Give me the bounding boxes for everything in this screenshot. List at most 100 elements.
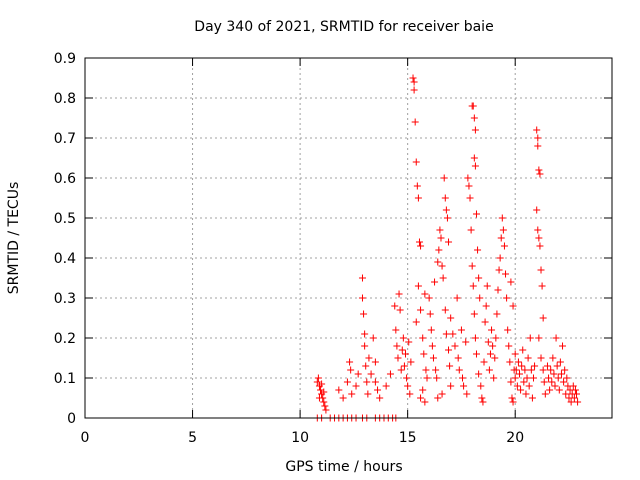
data-point [433,374,441,382]
data-point [343,378,351,386]
data-point [547,366,555,374]
grid-lines [85,58,612,418]
data-point [417,394,425,402]
data-point [314,374,322,382]
data-point [489,342,497,350]
data-point [460,382,468,390]
data-point [354,370,362,378]
data-point [363,378,371,386]
data-point [548,378,556,386]
data-point [321,402,329,410]
data-point [551,382,559,390]
data-point [322,406,330,414]
data-point [393,342,401,350]
data-point [504,326,512,334]
data-point [538,282,546,290]
data-point [404,382,412,390]
data-point [313,378,321,386]
data-point [521,366,529,374]
data-point [361,342,369,350]
data-point [426,310,434,318]
data-point [464,174,472,182]
data-point [360,310,368,318]
data-point [438,390,446,398]
data-point [365,354,373,362]
data-point [435,246,443,254]
data-point [527,366,535,374]
data-point [519,346,527,354]
data-point [476,294,484,302]
axis-ticks: 0 0.1 0.2 0.3 0.4 0.5 0.6 0.7 0.8 0.9 0 5 10 15 20 [54,51,612,446]
data-point [486,350,494,358]
data-point [398,346,406,354]
data-point [320,388,328,396]
data-point [419,386,427,394]
data-point [534,134,542,142]
data-point [364,390,372,398]
data-point [540,378,548,386]
data-point [539,314,547,322]
plot-frame [84,57,613,419]
data-point [400,362,408,370]
y-tick-label: 0.9 [54,51,76,67]
data-point [407,358,415,366]
data-point [552,334,560,342]
data-point [417,306,425,314]
data-point [474,246,482,254]
data-point [443,214,451,222]
data-point [399,334,407,342]
data-point [318,380,326,388]
data-point [553,362,561,370]
data-point [320,398,328,406]
data-point [394,354,402,362]
data-point [446,362,454,370]
data-point [471,126,479,134]
data-point [405,338,413,346]
x-tick-label: 0 [81,430,90,446]
data-point [339,394,347,402]
data-point [523,374,531,382]
data-point [431,278,439,286]
data-point [570,394,578,402]
data-point [541,390,549,398]
data-point [554,374,562,382]
data-point [497,234,505,242]
data-point [371,378,379,386]
data-point [509,302,517,310]
data-points [313,74,582,422]
data-point [406,390,414,398]
data-point [432,366,440,374]
data-point [529,374,537,382]
y-tick-label: 0.2 [54,331,76,347]
y-tick-label: 0.6 [54,171,76,187]
x-tick-label: 15 [399,430,417,446]
data-point [546,386,554,394]
data-point [442,330,450,338]
data-point [498,214,506,222]
data-point [472,210,480,218]
data-point [397,366,405,374]
data-point [445,346,453,354]
data-point [447,314,455,322]
data-point [534,142,542,150]
data-point [518,362,526,370]
data-point [520,378,528,386]
data-point [415,238,423,246]
x-tick-label: 20 [506,430,524,446]
y-tick-label: 0.3 [54,291,76,307]
data-point [438,262,446,270]
data-point [533,126,541,134]
data-point [505,342,513,350]
data-point [535,166,543,174]
data-point [451,342,459,350]
data-point [392,326,400,334]
data-point [410,78,418,86]
data-point [480,358,488,366]
data-point [455,366,463,374]
chart-title: Day 340 of 2021, SRMTID for receiver bai… [194,19,493,35]
data-point [439,274,447,282]
data-point [361,330,369,338]
data-point [453,294,461,302]
data-point [514,358,522,366]
data-point [477,382,485,390]
